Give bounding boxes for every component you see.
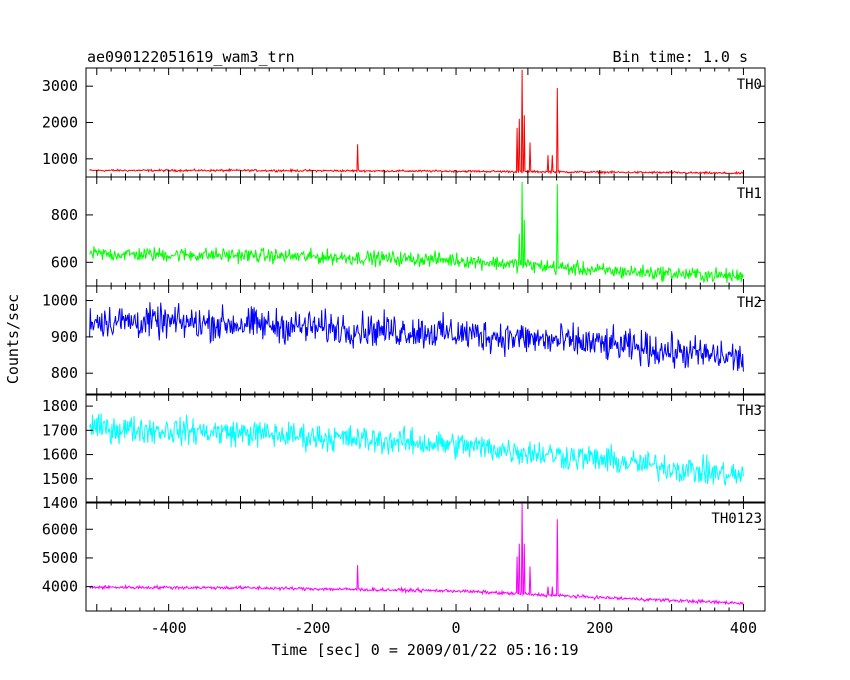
series-line-th0123 [89,503,744,606]
series-line-th1 [89,181,744,284]
y-tick-label: 1000 [42,150,78,168]
y-tick-label: 3000 [42,77,78,95]
y-tick-label: 1000 [42,292,78,310]
y-tick-label: 1500 [42,470,78,488]
chart-title: ae090122051619_wam3_trn [87,48,295,66]
x-tick-label: -400 [151,619,187,637]
y-tick-label: 2000 [42,114,78,132]
y-tick-label: 4000 [42,578,78,596]
x-tick-label: 0 [452,619,461,637]
panel-frame-th0 [85,67,766,178]
series-line-th0 [89,69,744,175]
panel-label-th1: TH1 [737,186,762,202]
y-tick-label: 800 [51,364,78,382]
panel-frame-th2 [85,285,766,396]
panels-group: TH0100020003000TH1600800TH28009001000TH3… [42,67,766,637]
y-tick-label: 1800 [42,397,78,415]
panel-frame-th3 [85,393,766,504]
y-axis-label: Counts/sec [4,294,22,384]
series-line-th2 [89,302,744,372]
y-tick-label: 1700 [42,421,78,439]
x-tick-label: 400 [730,619,757,637]
y-tick-label: 1600 [42,446,78,464]
y-tick-label: 600 [51,253,78,271]
y-tick-label: 5000 [42,549,78,567]
y-tick-label: 6000 [42,520,78,538]
y-tick-label: 1400 [42,494,78,512]
series-line-th3 [89,413,744,487]
panel-label-th2: TH2 [737,295,762,311]
y-tick-label: 800 [51,206,78,224]
panel-frame-th0123 [85,501,766,612]
y-tick-label: 900 [51,328,78,346]
x-tick-label: 200 [586,619,613,637]
panel-label-th0: TH0 [737,77,762,93]
panel-label-th0123: TH0123 [711,511,762,527]
x-tick-label: -200 [294,619,330,637]
x-axis-label: Time [sec] 0 = 2009/01/22 05:16:19 [271,641,578,659]
panel-label-th3: TH3 [737,403,762,419]
bin-time-label: Bin time: 1.0 s [613,48,748,66]
